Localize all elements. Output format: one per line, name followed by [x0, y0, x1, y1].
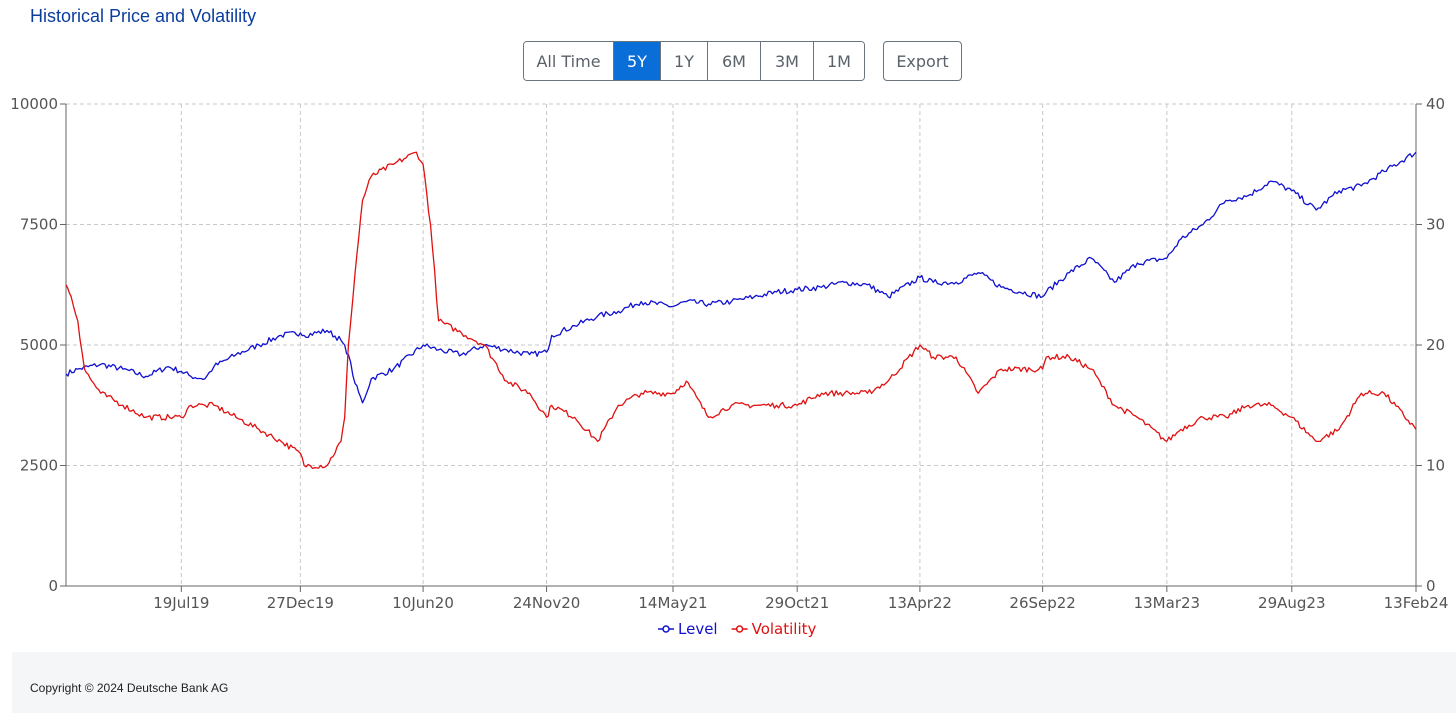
chart-title: Historical Price and Volatility	[30, 6, 257, 26]
y-left-tick-label: 10000	[10, 95, 58, 113]
y-left-tick-label: 2500	[20, 457, 58, 475]
legend-item-volatility[interactable]: Volatility	[731, 620, 817, 638]
range-3m-button[interactable]: 3M	[761, 42, 814, 80]
x-tick-label: 27Dec19	[267, 594, 334, 612]
series-line-volatility	[65, 151, 1417, 470]
legend-label: Volatility	[752, 620, 817, 638]
y-left-tick-label: 7500	[20, 216, 58, 234]
legend-circle-marker	[662, 625, 670, 633]
range-1m-button[interactable]: 1M	[814, 42, 864, 80]
x-tick-label: 10Jun20	[392, 594, 454, 612]
chart-grid	[66, 103, 1416, 586]
range-6m-button[interactable]: 6M	[708, 42, 761, 80]
x-tick-label: 24Nov20	[513, 594, 580, 612]
legend-label: Level	[678, 620, 718, 638]
range-1y-button[interactable]: 1Y	[661, 42, 708, 80]
range-selector: All Time 5Y 1Y 6M 3M 1M	[523, 41, 865, 81]
chart-legend[interactable]: Level Volatility	[658, 620, 817, 638]
footer: Copyright © 2024 Deutsche Bank AG	[12, 652, 1456, 713]
price-volatility-chart: 0 2500 5000 7500 10000 0 10 20 30 40 19Jul19 27Dec1…	[10, 95, 1448, 638]
export-button[interactable]: Export	[883, 41, 962, 81]
y-right-tick-label: 0	[1426, 577, 1436, 595]
x-tick-label: 13Mar23	[1134, 594, 1200, 612]
x-tick-label: 13Apr22	[888, 594, 952, 612]
x-tick-label: 26Sep22	[1009, 594, 1075, 612]
chart-ticks: 0 2500 5000 7500 10000 0 10 20 30 40 19Jul19 27Dec1…	[10, 95, 1448, 612]
x-tick-label: 13Feb24	[1384, 594, 1449, 612]
range-all-time-button[interactable]: All Time	[524, 42, 614, 80]
legend-item-level[interactable]: Level	[658, 620, 718, 638]
y-right-tick-label: 20	[1426, 336, 1445, 354]
copyright-text: Copyright © 2024 Deutsche Bank AG	[30, 681, 229, 695]
y-right-tick-label: 10	[1426, 457, 1445, 475]
x-tick-label: 14May21	[638, 594, 707, 612]
legend-circle-marker	[735, 625, 744, 633]
range-5y-button[interactable]: 5Y	[614, 42, 661, 80]
x-tick-label: 19Jul19	[153, 594, 209, 612]
series-line-level	[65, 151, 1417, 404]
x-tick-label: 29Oct21	[765, 594, 829, 612]
x-tick-label: 29Aug23	[1258, 594, 1325, 612]
y-left-tick-label: 5000	[20, 336, 58, 354]
y-left-tick-label: 0	[48, 577, 58, 595]
y-right-tick-label: 30	[1426, 216, 1445, 234]
chart-lines	[65, 151, 1417, 470]
y-right-tick-label: 40	[1426, 95, 1445, 113]
chart-axes	[60, 103, 1422, 592]
